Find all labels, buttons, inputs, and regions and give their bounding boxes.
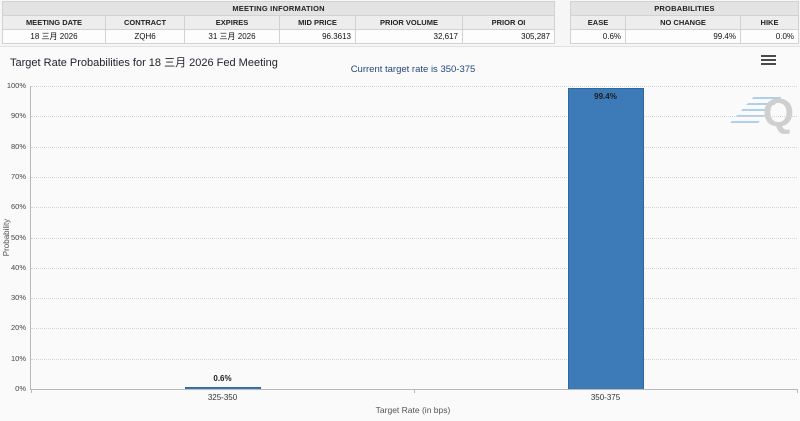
chart-subtitle: Current target rate is 350-375 (350, 64, 476, 75)
bar-350-375[interactable] (567, 88, 644, 389)
chart-title: Target Rate Probabilities for 18 三月 2026… (10, 57, 278, 69)
gridline-20% (31, 328, 797, 330)
gridline-40% (31, 267, 797, 269)
col-mid-price: MID PRICE (279, 15, 356, 30)
probabilities-table: PROBABILITIES EASE NO CHANGE HIKE 0.6% 9… (569, 1, 800, 44)
bar-325-350[interactable] (184, 387, 261, 389)
y-tick-0%: 0% (15, 384, 26, 393)
x-axis-tick-mark (31, 389, 32, 393)
col-prior-volume: PRIOR VOLUME (355, 15, 463, 30)
bar-value-label-350-375: 99.4% (594, 92, 617, 101)
prior-oi-value: 305,287 (461, 29, 556, 44)
y-tick-50%: 50% (10, 232, 26, 242)
meeting-information-table: MEETING INFORMATION MEETING DATE CONTRAC… (1, 1, 556, 44)
gridline-30% (31, 298, 797, 300)
col-hike: HIKE (739, 15, 800, 30)
y-tick-90%: 90% (10, 111, 26, 121)
x-tick-325-350: 325-350 (207, 393, 238, 402)
meeting-date-value: 18 三月 2026 (2, 29, 106, 44)
contract-value: ZQH6 (105, 29, 185, 44)
x-tick-350-375: 350-375 (590, 393, 621, 402)
gridline-70% (31, 176, 797, 178)
gridline-90% (31, 116, 797, 118)
col-ease: EASE (570, 15, 626, 30)
chart-context-menu-icon[interactable] (761, 55, 776, 67)
gridline-80% (31, 146, 797, 148)
col-meeting-date: MEETING DATE (2, 15, 106, 30)
y-tick-20%: 20% (10, 323, 26, 333)
prior-volume-value: 32,617 (355, 29, 463, 44)
hike-value: 0.0% (739, 29, 800, 44)
y-tick-70%: 70% (10, 171, 26, 181)
y-tick-100%: 100% (6, 81, 26, 90)
y-tick-30%: 30% (10, 293, 26, 303)
x-axis-tick-mark (414, 389, 415, 393)
expires-value: 31 三月 2026 (184, 29, 280, 44)
col-expires: EXPIRES (184, 15, 280, 30)
x-axis-tick-mark (797, 389, 798, 393)
probabilities-column-header-row: EASE NO CHANGE HIKE (570, 15, 800, 30)
y-tick-10%: 10% (10, 353, 26, 363)
target-rate-probabilities-chart: Target Rate Probabilities for 18 三月 2026… (0, 46, 800, 421)
y-tick-40%: 40% (10, 262, 26, 272)
watermark-q-letter: Q (762, 91, 794, 135)
meeting-info-value-row: 18 三月 2026 ZQH6 31 三月 2026 96.3613 32,61… (2, 29, 556, 44)
mid-price-value: 96.3613 (279, 29, 356, 44)
gridline-50% (31, 237, 797, 239)
plot-area: 0.6% 325-350 99.4% 350-375 (30, 86, 798, 402)
ease-value: 0.6% (570, 29, 626, 44)
gridline-100% (31, 86, 797, 87)
gridline-10% (31, 358, 797, 360)
probabilities-header: PROBABILITIES (569, 1, 800, 16)
gridline-60% (31, 207, 797, 209)
y-tick-80%: 80% (10, 141, 26, 151)
col-no-change: NO CHANGE (625, 15, 741, 30)
no-change-value: 99.4% (625, 29, 741, 44)
quikstrike-watermark-logo: Q (726, 89, 796, 139)
meeting-information-header: MEETING INFORMATION (1, 1, 556, 16)
y-tick-60%: 60% (10, 202, 26, 212)
col-prior-oi: PRIOR OI (461, 15, 556, 30)
bar-value-label-325-350: 0.6% (213, 374, 232, 383)
x-axis-title: Target Rate (in bps) (375, 405, 451, 415)
col-contract: CONTRACT (105, 15, 185, 30)
probabilities-value-row: 0.6% 99.4% 0.0% (570, 29, 800, 44)
meeting-info-column-header-row: MEETING DATE CONTRACT EXPIRES MID PRICE … (2, 15, 556, 30)
